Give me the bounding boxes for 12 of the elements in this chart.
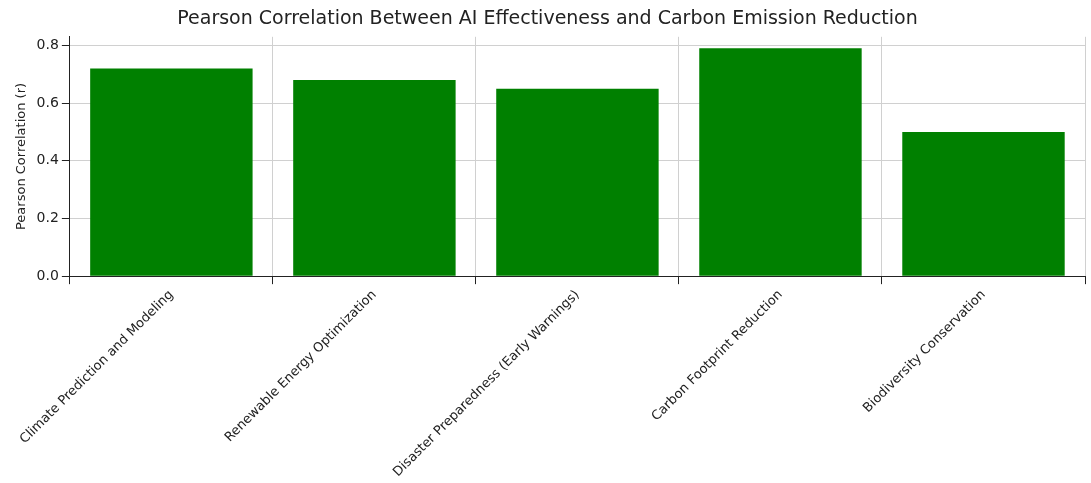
bar: [90, 68, 253, 276]
y-tick-label: 0.8: [36, 36, 59, 53]
bar: [902, 131, 1065, 276]
bar: [496, 88, 659, 276]
y-axis-title: Pearson Correlation (r): [13, 82, 29, 231]
y-tick-label: 0.4: [36, 151, 59, 168]
y-tick-label: 0.0: [36, 266, 59, 283]
chart-title: Pearson Correlation Between AI Effectiveness and Carbon Emission Reduction: [177, 6, 918, 29]
y-tick-label: 0.2: [36, 209, 59, 226]
bar: [699, 48, 862, 276]
bar: [293, 80, 456, 276]
y-tick-label: 0.6: [36, 93, 59, 110]
